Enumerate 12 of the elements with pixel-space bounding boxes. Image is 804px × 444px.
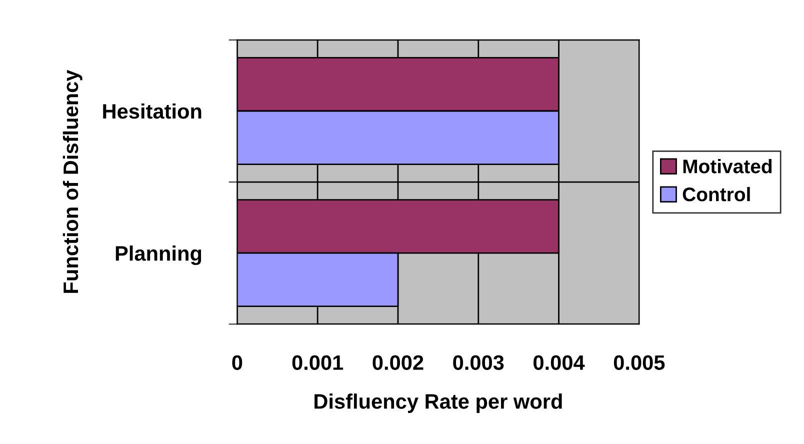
- x-axis-title: Disfluency Rate per word: [314, 394, 562, 413]
- x-tick-label: 0.005: [614, 355, 665, 370]
- y-tick-label: Hesitation: [103, 103, 202, 119]
- x-tick-label: 0: [232, 355, 242, 370]
- legend-label: Motivated: [683, 159, 772, 174]
- x-tick-label: 0.004: [534, 355, 585, 370]
- x-tick-label: 0.003: [453, 355, 504, 370]
- y-axis-title: Function of Disfluency: [62, 70, 82, 293]
- y-tick-label: Planning: [116, 246, 202, 266]
- x-tick-label: 0.002: [372, 355, 424, 370]
- legend-label: Control: [682, 187, 750, 202]
- x-tick-label: 0.001: [292, 355, 344, 370]
